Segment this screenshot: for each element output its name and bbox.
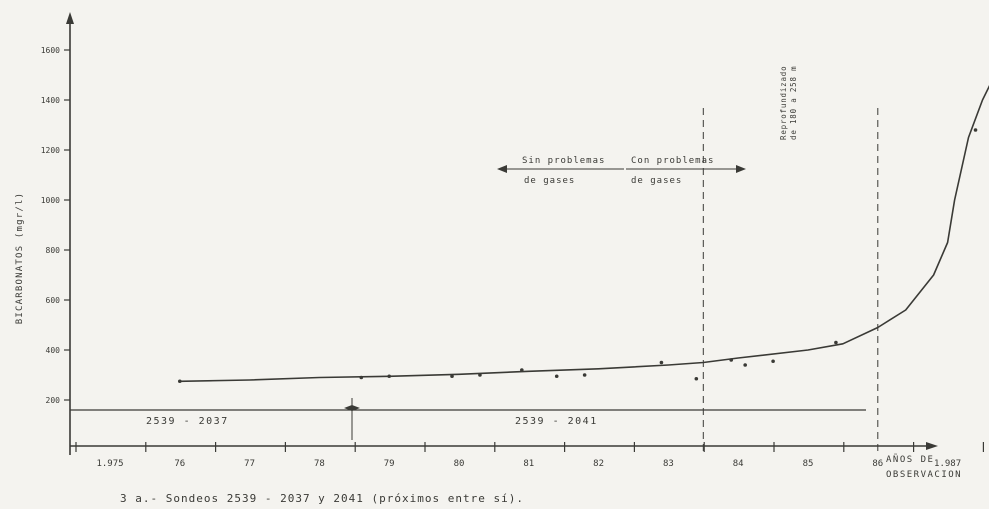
- left-region-text-2: de gases: [524, 176, 575, 186]
- x-tick-label: 76: [174, 459, 185, 469]
- right-arrow-head: [736, 165, 746, 173]
- borehole-marker-arrow-right: [352, 405, 360, 411]
- trend-curve: [179, 84, 989, 383]
- x-tick-label: 81: [523, 459, 534, 469]
- data-point: [478, 373, 482, 377]
- y-tick-label: 800: [46, 246, 61, 255]
- data-point: [178, 379, 182, 384]
- y-tick-label: 600: [46, 296, 61, 305]
- left-arrow-head: [497, 165, 507, 173]
- x-tick-label: 79: [384, 459, 395, 469]
- data-point: [359, 375, 364, 380]
- data-point: [387, 374, 392, 379]
- x-tick-label: 86: [872, 459, 883, 469]
- trend-curve-path: [179, 84, 989, 383]
- x-tick-label: 82: [593, 459, 604, 469]
- x-ticks: 1.975 76 77 78 79 80 81 82 83 84 85 86 1.987: [75, 442, 985, 469]
- x-tick-label: 80: [454, 459, 465, 469]
- data-point: [520, 368, 524, 372]
- x-tick-label: 77: [244, 459, 255, 469]
- data-points: [178, 128, 978, 384]
- y-tick-label: 400: [46, 346, 61, 355]
- data-point: [554, 374, 559, 379]
- data-point: [694, 376, 699, 381]
- y-axis-arrow: [66, 12, 74, 24]
- reference-lines: [702, 108, 879, 455]
- left-region-text-1: Sin problemas: [522, 156, 605, 166]
- right-region-text-1: Con problemas: [631, 156, 714, 166]
- x-tick-label: 85: [803, 459, 814, 469]
- y-tick-label: 1000: [41, 196, 60, 205]
- borehole-label-left: 2539 - 2037: [146, 416, 229, 427]
- x-tick-label: 83: [663, 459, 674, 469]
- data-point: [771, 359, 775, 364]
- figure-caption: 3 a.- Sondeos 2539 - 2037 y 2041 (próxim…: [120, 492, 524, 505]
- y-tick-label: 1200: [41, 146, 60, 155]
- data-point: [834, 340, 838, 345]
- data-point: [450, 374, 454, 379]
- data-point: [743, 363, 747, 367]
- deepening-text-1: Reprofundizado: [779, 66, 788, 140]
- y-tick-label: 200: [46, 396, 61, 405]
- borehole-marker-arrow-left: [344, 405, 352, 411]
- y-axis-label: BICARBONATOS (mgr/l): [15, 192, 25, 324]
- x-tick-label: 1.987: [934, 459, 961, 469]
- data-point: [582, 373, 587, 377]
- x-tick-label: 78: [314, 459, 325, 469]
- x-tick-label: 84: [733, 459, 744, 469]
- y-tick-label: 1600: [41, 46, 60, 55]
- x-tick-label: 1.975: [96, 459, 123, 469]
- x-axis-label-line-2: OBSERVACION: [886, 470, 962, 480]
- y-ticks: 200 400 600 800 1000 1200 1400 1600: [41, 46, 70, 405]
- deepening-text-2: de 180 a 258 m: [789, 66, 798, 140]
- x-axis-arrow: [926, 442, 938, 450]
- y-tick-label: 1400: [41, 96, 60, 105]
- right-region-text-2: de gases: [631, 176, 682, 186]
- data-point: [973, 128, 978, 132]
- data-point: [659, 360, 664, 365]
- borehole-label-right: 2539 - 2041: [515, 416, 598, 427]
- x-axis-label-line-1: AÑOS DE: [886, 454, 934, 465]
- data-point: [729, 358, 734, 362]
